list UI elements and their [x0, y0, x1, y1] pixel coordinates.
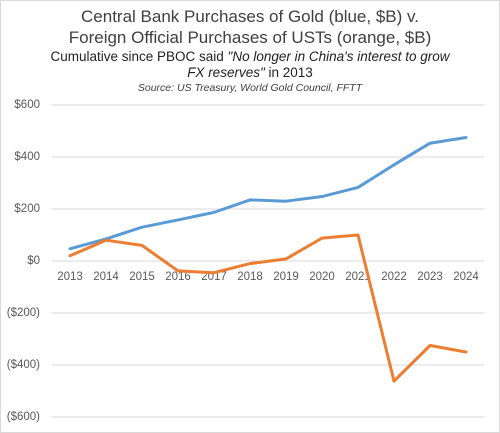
subtitle-quote: "No longer in China's interest to grow F… [187, 49, 450, 80]
source: Source: US Treasury, World Gold Council,… [137, 82, 363, 94]
x-tick-label: 2018 [237, 271, 263, 283]
x-tick-label: 2021 [345, 271, 371, 283]
x-tick-label: 2020 [309, 271, 335, 283]
header: Central Bank Purchases of Gold (blue, $B… [40, 6, 460, 94]
y-tick-label: ($200) [7, 307, 40, 319]
x-tick-label: 2016 [165, 271, 191, 283]
y-tick-label: ($600) [7, 411, 40, 423]
x-tick-label: 2023 [417, 271, 443, 283]
subtitle-part: in 2013 [264, 65, 313, 80]
title-line: Foreign Official Purchases of USTs (oran… [68, 28, 432, 47]
x-tick-label: 2022 [381, 271, 407, 283]
series-line [68, 233, 468, 383]
subtitle-part: Cumulative since PBOC said [50, 49, 228, 64]
title-line: Central Bank Purchases of Gold (blue, $B… [81, 7, 419, 26]
x-tick-label: 2024 [453, 271, 479, 283]
y-tick-label: $0 [27, 255, 40, 267]
x-tick-label: 2019 [273, 271, 299, 283]
y-tick-label: ($400) [7, 359, 40, 371]
x-tick-label: 2015 [129, 271, 155, 283]
y-tick-label: $200 [14, 203, 40, 215]
chart-title: Central Bank Purchases of Gold (blue, $B… [40, 6, 460, 48]
x-tick-label: 2017 [201, 271, 227, 283]
y-tick-label: $400 [14, 151, 40, 163]
series-line [68, 136, 468, 251]
y-tick-label: $600 [14, 99, 40, 111]
x-tick-label: 2013 [57, 271, 83, 283]
x-tick-label: 2014 [93, 271, 119, 283]
subtitle: Cumulative since PBOC said "No longer in… [40, 49, 460, 81]
